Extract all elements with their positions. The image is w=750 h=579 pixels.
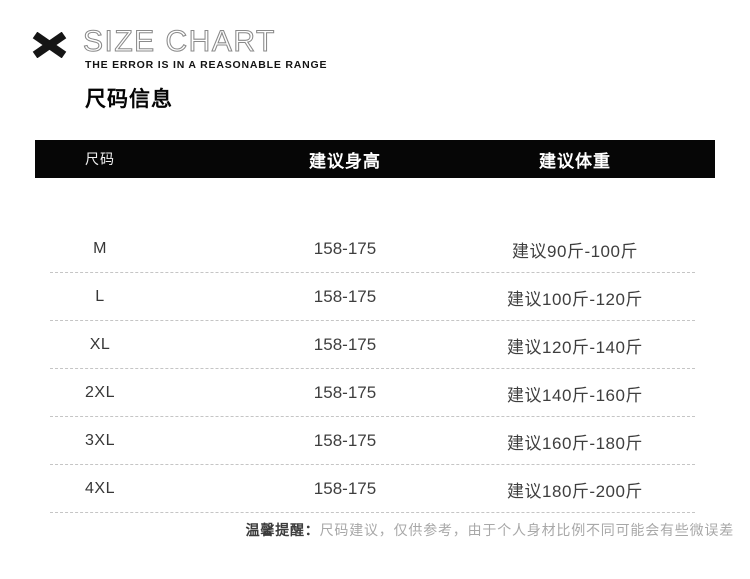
table-row: 2XL 158-175 建议140斤-160斤 bbox=[35, 369, 715, 417]
table-row: M 158-175 建议90斤-100斤 bbox=[35, 225, 715, 273]
weight-cell: 建议160斤-180斤 bbox=[507, 433, 643, 453]
size-cell: XL bbox=[89, 336, 111, 353]
weight-cell: 建议180斤-200斤 bbox=[507, 481, 643, 501]
table-header-row: 尺码 建议身高 建议体重 bbox=[35, 140, 715, 178]
height-cell: 158-175 bbox=[313, 287, 377, 306]
footer-reminder-label: 温馨提醒： bbox=[245, 522, 320, 538]
size-cell: L bbox=[95, 288, 105, 305]
size-cell: M bbox=[93, 240, 107, 257]
table-spacer bbox=[35, 178, 715, 225]
footer-reminder: 温馨提醒：尺码建议，仅供参考，由于个人身材比例不同可能会有些微误差 bbox=[0, 520, 750, 540]
weight-cell: 建议140斤-160斤 bbox=[507, 385, 643, 405]
height-cell: 158-175 bbox=[313, 383, 377, 402]
footer-reminder-text: 尺码建议，仅供参考，由于个人身材比例不同可能会有些微误差 bbox=[319, 522, 734, 538]
table-row: XL 158-175 建议120斤-140斤 bbox=[35, 321, 715, 369]
size-chart-title: SIZE CHART bbox=[82, 24, 276, 58]
height-cell: 158-175 bbox=[313, 479, 377, 498]
size-table: 尺码 建议身高 建议体重 M 158-175 建议90斤-100斤 L 158-… bbox=[35, 140, 715, 513]
weight-cell: 建议100斤-120斤 bbox=[507, 289, 643, 309]
height-cell: 158-175 bbox=[313, 239, 377, 258]
error-range-subtitle: THE ERROR IS IN A REASONABLE RANGE bbox=[85, 59, 328, 71]
weight-cell: 建议120斤-140斤 bbox=[507, 337, 643, 357]
column-header-height: 建议身高 bbox=[309, 151, 381, 171]
size-cell: 4XL bbox=[85, 480, 115, 497]
column-header-weight: 建议体重 bbox=[539, 151, 611, 171]
height-cell: 158-175 bbox=[313, 335, 377, 354]
table-row: 3XL 158-175 建议160斤-180斤 bbox=[35, 417, 715, 465]
table-row: 4XL 158-175 建议180斤-200斤 bbox=[35, 465, 715, 513]
height-cell: 158-175 bbox=[313, 431, 377, 450]
column-header-size: 尺码 bbox=[85, 151, 115, 167]
x-mark-icon bbox=[31, 31, 68, 59]
size-info-heading: 尺码信息 bbox=[85, 88, 173, 111]
size-cell: 2XL bbox=[85, 384, 115, 401]
size-cell: 3XL bbox=[85, 432, 115, 449]
table-row: L 158-175 建议100斤-120斤 bbox=[35, 273, 715, 321]
weight-cell: 建议90斤-100斤 bbox=[512, 241, 638, 261]
